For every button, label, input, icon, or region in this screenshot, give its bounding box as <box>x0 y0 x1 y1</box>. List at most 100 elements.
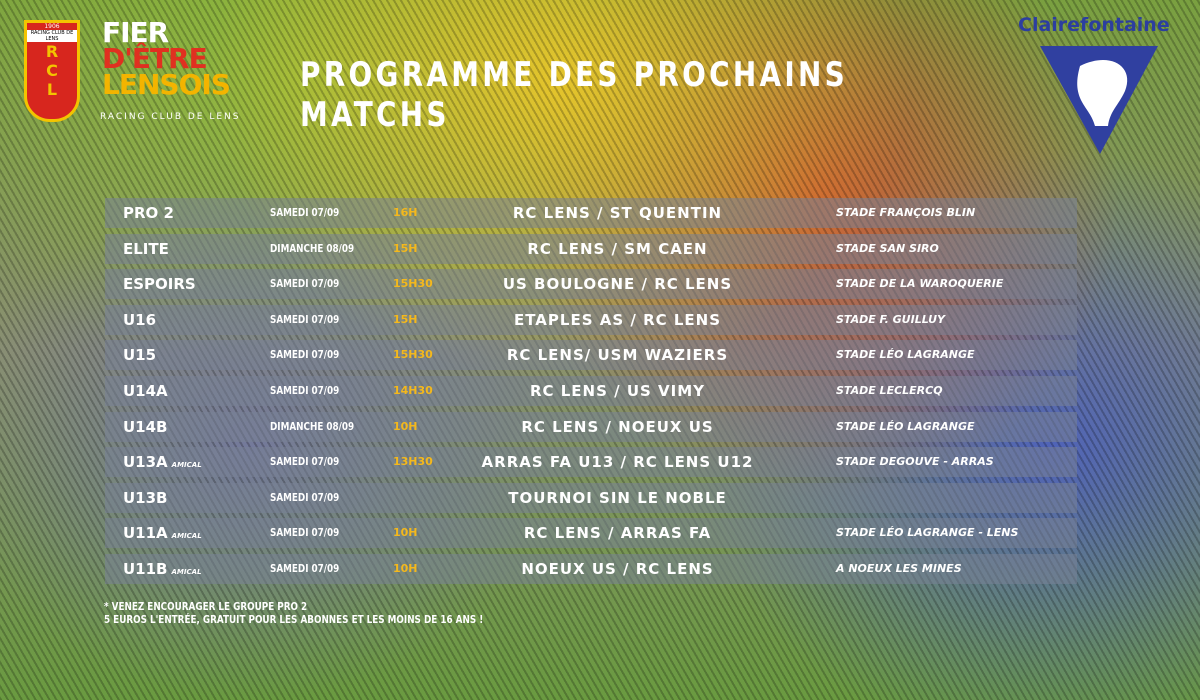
time-text: 10H <box>393 526 418 540</box>
slogan: FIER D'ÊTRE LENSOIS <box>102 19 231 101</box>
time: 10H <box>393 554 418 584</box>
time-text: 15H <box>393 241 418 255</box>
club-name: RACING CLUB DE LENS <box>100 112 241 122</box>
team-text: U13A <box>123 453 168 472</box>
date-text: SAMEDI 07/09 <box>270 455 340 469</box>
match: RC LENS / SM CAEN <box>425 234 810 264</box>
time: 16H <box>393 198 418 228</box>
match-text: RC LENS/ USM WAZIERS <box>506 346 729 365</box>
match: NOEUX US / RC LENS <box>425 554 810 584</box>
team-text: ESPOIRS <box>123 275 196 294</box>
team-text: U11A <box>123 524 168 543</box>
match-row: ELITE DIMANCHE 08/09 15H RC LENS / SM CAEN S… <box>105 233 1077 264</box>
team: U13B <box>123 483 168 513</box>
title: PROGRAMME DES PROCHAINS MATCHS <box>300 55 848 135</box>
date: SAMEDI 07/09 <box>270 554 339 584</box>
time-text: 14H30 <box>393 384 433 397</box>
venue-text: STADE LÉO LAGRANGE - LENS <box>836 526 1019 540</box>
date-text: SAMEDI 07/09 <box>270 384 340 397</box>
match: RC LENS / US VIMY <box>425 376 810 406</box>
venue: STADE FRANÇOIS BLIN <box>836 198 975 228</box>
venue-text: STADE LÉO LAGRANGE <box>836 419 975 433</box>
match-text: RC LENS / NOEUX US <box>521 417 714 436</box>
venue-text: STADE DE LA WAROQUERIE <box>836 277 1004 291</box>
footnote-line: 5 EUROS L'ENTRÉE, GRATUIT POUR LES ABONN… <box>104 613 484 626</box>
team-text: U13B <box>123 488 168 507</box>
date: SAMEDI 07/09 <box>270 447 339 477</box>
time-text: 15H30 <box>393 277 433 291</box>
date-text: SAMEDI 07/09 <box>270 277 340 291</box>
team: ESPOIRS <box>123 269 196 299</box>
match-text: RC LENS / ARRAS FA <box>523 524 712 543</box>
match-text: US BOULOGNE / RC LENS <box>502 275 733 294</box>
time: 10H <box>393 412 418 442</box>
team: ELITE <box>123 234 169 264</box>
date-text: SAMEDI 07/09 <box>270 490 340 504</box>
match-row: U16 SAMEDI 07/09 15H ETAPLES AS / RC LENS ST… <box>105 304 1077 335</box>
tag: AMICAL <box>171 461 202 470</box>
match: RC LENS/ USM WAZIERS <box>425 340 810 370</box>
venue: STADE LÉO LAGRANGE - LENS <box>836 518 1018 548</box>
sponsor: Clairefontaine <box>1018 14 1170 36</box>
date-text: SAMEDI 07/09 <box>270 348 340 362</box>
match: ETAPLES AS / RC LENS <box>425 305 810 335</box>
crest-name: RACING CLUB DE LENS <box>27 30 77 42</box>
date: DIMANCHE 08/09 <box>270 234 354 264</box>
date: SAMEDI 07/09 <box>270 269 339 299</box>
time: 15H <box>393 234 418 264</box>
sponsor-logo <box>1040 46 1158 154</box>
match-text: ETAPLES AS / RC LENS <box>513 310 722 329</box>
match: RC LENS / ST QUENTIN <box>425 198 810 228</box>
time: 15H <box>393 305 418 335</box>
tag: AMICAL <box>171 568 202 576</box>
footnote: * VENEZ ENCOURAGER LE GROUPE PRO 2 5 EUR… <box>104 600 483 626</box>
match-row: U13B SAMEDI 07/09 TOURNOI SIN LE NOBLE <box>105 482 1077 513</box>
match-row: U14B DIMANCHE 08/09 10H RC LENS / NOEUX US S… <box>105 411 1077 442</box>
match: US BOULOGNE / RC LENS <box>425 269 810 299</box>
venue: A NOEUX LES MINES <box>836 554 962 584</box>
venue-text: STADE F. GUILLUY <box>836 312 946 326</box>
match-row: PRO 2 SAMEDI 07/09 16H RC LENS / ST QUENTIN… <box>105 198 1077 228</box>
match-text: NOEUX US / RC LENS <box>521 560 714 578</box>
crest-year: 1906 <box>44 23 60 30</box>
venue: STADE LÉO LAGRANGE <box>836 340 975 370</box>
team: U11A AMICAL <box>123 518 202 551</box>
time-text: 16H <box>393 206 418 219</box>
team: U16 <box>123 305 156 335</box>
venue: STADE LECLERCQ <box>836 376 943 406</box>
match-row: ESPOIRS SAMEDI 07/09 15H30 US BOULOGNE / RC… <box>105 269 1077 300</box>
venue-text: STADE LÉO LAGRANGE <box>836 348 975 362</box>
match-row: U15 SAMEDI 07/09 15H30 RC LENS/ USM WAZIERS… <box>105 340 1077 371</box>
time: 14H30 <box>393 376 433 406</box>
date-text: SAMEDI 07/09 <box>270 526 340 540</box>
venue-text: A NOEUX LES MINES <box>836 562 962 575</box>
team: U14A <box>123 376 168 406</box>
date: SAMEDI 07/09 <box>270 376 339 406</box>
slogan-line: D'ÊTRE <box>102 42 208 75</box>
venue-text: STADE DEGOUVE - ARRAS <box>836 455 994 469</box>
time: 15H30 <box>393 269 433 299</box>
match: ARRAS FA U13 / RC LENS U12 <box>425 447 810 477</box>
team: U13A AMICAL <box>123 447 202 480</box>
time-text: 10H <box>393 562 418 575</box>
slogan-line: LENSOIS <box>102 68 231 101</box>
match: RC LENS / ARRAS FA <box>425 518 810 548</box>
footnote-line: * VENEZ ENCOURAGER LE GROUPE PRO 2 <box>104 600 308 613</box>
venue-text: STADE LECLERCQ <box>836 384 943 397</box>
time: 13H30 <box>393 447 433 477</box>
crest-letter: R <box>45 42 59 61</box>
venue: STADE DEGOUVE - ARRAS <box>836 447 994 477</box>
date-text: SAMEDI 07/09 <box>270 562 340 575</box>
crest-letter: L <box>46 80 58 99</box>
tag: AMICAL <box>171 532 202 541</box>
match-row: U11A AMICAL SAMEDI 07/09 10H RC LENS / ARRAS… <box>105 518 1077 551</box>
team-text: PRO 2 <box>123 204 174 222</box>
team: PRO 2 <box>123 198 174 228</box>
crest-letter: C <box>46 61 58 80</box>
date-text: SAMEDI 07/09 <box>270 206 340 219</box>
team: U15 <box>123 340 156 370</box>
match: TOURNOI SIN LE NOBLE <box>425 483 810 513</box>
match-row: U14A SAMEDI 07/09 14H30 RC LENS / US VIMY ST… <box>105 376 1077 406</box>
date: SAMEDI 07/09 <box>270 305 339 335</box>
